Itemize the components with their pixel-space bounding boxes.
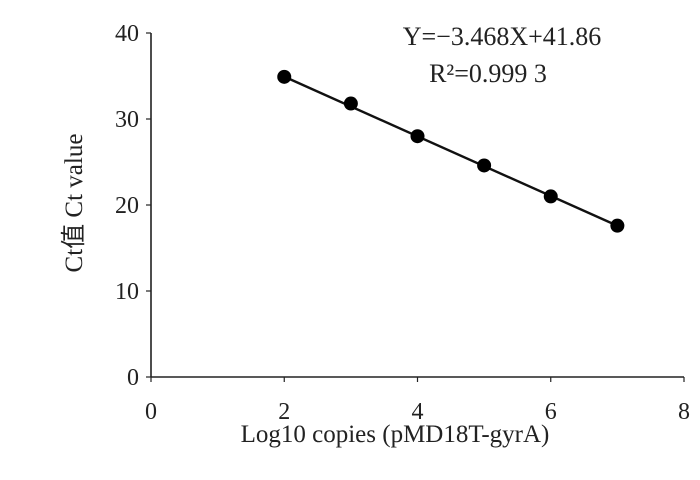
data-point — [610, 218, 625, 233]
x-tick-label: 6 — [545, 399, 557, 425]
data-points — [277, 69, 625, 233]
x-tick-label: 8 — [678, 399, 690, 425]
y-tick-label: 30 — [115, 107, 139, 133]
regression-equation: Y=−3.468X+41.86 — [403, 22, 602, 51]
y-tick-label: 0 — [127, 365, 139, 391]
data-point — [477, 158, 492, 173]
x-tick-label: 0 — [145, 399, 157, 425]
r-squared-label: R²=0.999 3 — [429, 59, 547, 88]
x-tick-label: 2 — [278, 399, 290, 425]
data-point — [410, 129, 425, 144]
y-tick-label: 40 — [115, 21, 139, 47]
x-tick-label: 4 — [412, 399, 424, 425]
data-point — [343, 96, 358, 111]
fit-line-layer — [283, 75, 618, 227]
axes: 0 2 4 6 8 0 10 20 30 40 — [115, 21, 690, 425]
regression-fit-line — [283, 75, 618, 227]
data-point — [277, 69, 292, 84]
x-axis-title: Log10 copies (pMD18T-gyrA) — [241, 421, 550, 448]
data-point — [543, 189, 558, 204]
y-tick-label: 10 — [115, 279, 139, 305]
y-axis-title: Ct值 Ct value — [60, 134, 88, 273]
y-tick-label: 20 — [115, 193, 139, 219]
